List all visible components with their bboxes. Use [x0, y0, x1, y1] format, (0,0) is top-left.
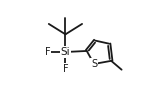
Text: Si: Si [61, 47, 70, 57]
Text: F: F [63, 64, 68, 74]
Text: S: S [91, 59, 97, 69]
Text: F: F [45, 47, 51, 57]
